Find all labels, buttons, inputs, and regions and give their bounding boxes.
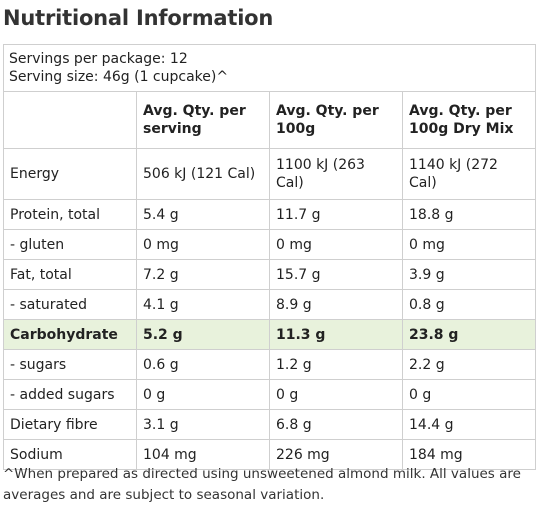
nutrient-name: - sugars <box>3 349 137 380</box>
table-row: Protein, total 5.4 g 11.7 g 18.8 g <box>3 199 536 230</box>
table-row: Dietary fibre 3.1 g 6.8 g 14.4 g <box>3 409 536 440</box>
table-row: - saturated 4.1 g 8.9 g 0.8 g <box>3 289 536 320</box>
footnote: ^When prepared as directed using unsweet… <box>3 466 521 503</box>
value-per-100g-dry: 1140 kJ (272 Cal) <box>402 148 536 200</box>
value-per-100g: 1100 kJ (263 Cal) <box>269 148 403 200</box>
value-per-100g: 0 mg <box>269 229 403 260</box>
value-per-100g: 0 g <box>269 379 403 410</box>
page-title: Nutritional Information <box>3 6 274 30</box>
value-per-100g: 8.9 g <box>269 289 403 320</box>
value-per-100g: 1.2 g <box>269 349 403 380</box>
table-row: - sugars 0.6 g 1.2 g 2.2 g <box>3 349 536 380</box>
table-row: Sodium 104 mg 226 mg 184 mg <box>3 439 536 470</box>
nutrient-name: Fat, total <box>3 259 137 290</box>
nutrient-name: Energy <box>3 148 137 200</box>
servings-per-package: Servings per package: 12 <box>9 51 188 67</box>
value-per-serving: 0 g <box>136 379 270 410</box>
value-per-serving: 5.2 g <box>136 319 270 350</box>
value-per-100g-dry: 14.4 g <box>402 409 536 440</box>
value-per-100g-dry: 184 mg <box>402 439 536 470</box>
value-per-serving: 3.1 g <box>136 409 270 440</box>
value-per-100g-dry: 0 g <box>402 379 536 410</box>
table-row: Fat, total 7.2 g 15.7 g 3.9 g <box>3 259 536 290</box>
nutrient-name: Protein, total <box>3 199 137 230</box>
value-per-100g: 11.3 g <box>269 319 403 350</box>
servings-row: Servings per package: 12 Serving size: 4… <box>3 44 536 92</box>
value-per-serving: 506 kJ (121 Cal) <box>136 148 270 200</box>
header-per-100g-dry-mix: Avg. Qty. per 100g Dry Mix <box>402 91 536 149</box>
nutrient-name: Dietary fibre <box>3 409 137 440</box>
nutrient-name: - gluten <box>3 229 137 260</box>
value-per-100g-dry: 0.8 g <box>402 289 536 320</box>
value-per-100g-dry: 23.8 g <box>402 319 536 350</box>
header-per-100g: Avg. Qty. per 100g <box>269 91 403 149</box>
table-row-highlighted: Carbohydrate 5.2 g 11.3 g 23.8 g <box>3 319 536 350</box>
value-per-serving: 104 mg <box>136 439 270 470</box>
value-per-100g-dry: 3.9 g <box>402 259 536 290</box>
value-per-100g-dry: 0 mg <box>402 229 536 260</box>
value-per-100g-dry: 18.8 g <box>402 199 536 230</box>
nutrient-name: Sodium <box>3 439 137 470</box>
serving-size: Serving size: 46g (1 cupcake)^ <box>9 69 229 85</box>
value-per-serving: 5.4 g <box>136 199 270 230</box>
header-row: Avg. Qty. per serving Avg. Qty. per 100g… <box>3 91 536 149</box>
header-per-serving: Avg. Qty. per serving <box>136 91 270 149</box>
table-row: Energy 506 kJ (121 Cal) 1100 kJ (263 Cal… <box>3 148 536 200</box>
value-per-serving: 0.6 g <box>136 349 270 380</box>
nutrient-name: - saturated <box>3 289 137 320</box>
nutrient-name: Carbohydrate <box>3 319 137 350</box>
value-per-100g: 6.8 g <box>269 409 403 440</box>
table-row: - gluten 0 mg 0 mg 0 mg <box>3 229 536 260</box>
value-per-serving: 0 mg <box>136 229 270 260</box>
header-empty-cell <box>3 91 137 149</box>
servings-cell: Servings per package: 12 Serving size: 4… <box>3 44 536 92</box>
value-per-100g-dry: 2.2 g <box>402 349 536 380</box>
nutrition-table: Servings per package: 12 Serving size: 4… <box>3 44 536 470</box>
value-per-100g: 15.7 g <box>269 259 403 290</box>
value-per-100g: 11.7 g <box>269 199 403 230</box>
value-per-serving: 7.2 g <box>136 259 270 290</box>
value-per-serving: 4.1 g <box>136 289 270 320</box>
table-row: - added sugars 0 g 0 g 0 g <box>3 379 536 410</box>
nutrient-name: - added sugars <box>3 379 137 410</box>
